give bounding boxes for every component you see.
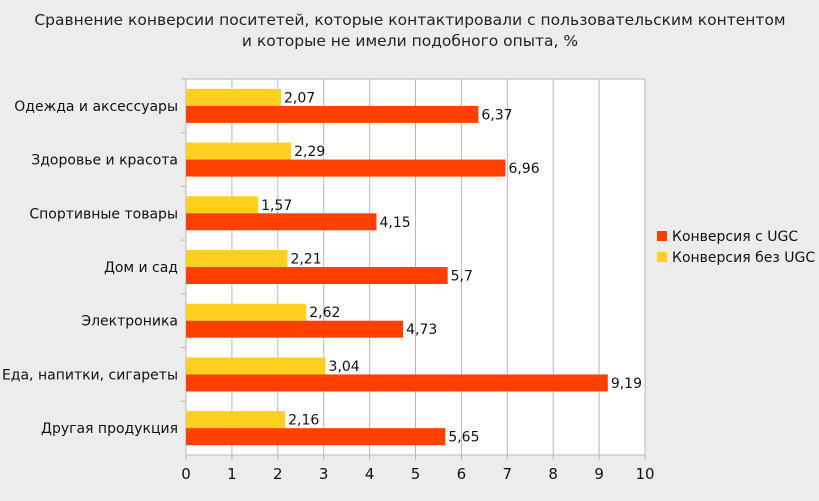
bar xyxy=(186,374,608,392)
data-label: 2,16 xyxy=(288,413,319,429)
x-tick-label: 8 xyxy=(548,465,558,483)
data-label: 4,73 xyxy=(406,322,437,338)
category-label: Здоровье и красота xyxy=(31,153,178,169)
bar xyxy=(186,357,326,375)
x-tick-label: 7 xyxy=(503,465,513,483)
data-label: 6,96 xyxy=(508,161,539,177)
x-tick-label: 3 xyxy=(319,465,329,483)
legend-swatch xyxy=(657,252,667,262)
x-tick-label: 10 xyxy=(635,465,654,483)
category-label: Спортивные товары xyxy=(29,206,178,222)
legend-swatch xyxy=(657,231,667,241)
bar xyxy=(186,196,259,214)
data-label: 2,21 xyxy=(290,252,321,268)
bars: 2,07 2,29 1,57 2,21 2,62 3,04 2,16 6,37 6,96 4,15… xyxy=(186,88,642,446)
bar xyxy=(186,320,404,338)
bar xyxy=(186,159,506,177)
data-label: 5,65 xyxy=(448,430,479,446)
data-label: 3,04 xyxy=(329,359,360,375)
category-labels: Одежда и аксессуары Здоровье и красота Спо… xyxy=(2,78,186,437)
data-label: 2,07 xyxy=(284,90,315,106)
legend: Конверсия с UGC Конверсия без UGC xyxy=(657,229,815,266)
bar xyxy=(186,411,286,429)
legend-label: Конверсия с UGC xyxy=(672,229,798,245)
chart-title-line-1: Сравнение конверсии поситетей, которые к… xyxy=(34,11,785,29)
bar xyxy=(186,88,282,106)
data-label: 1,57 xyxy=(261,198,292,214)
bar xyxy=(186,428,446,446)
data-label: 4,15 xyxy=(379,215,410,231)
category-label: Электроника xyxy=(81,314,178,330)
bar xyxy=(186,213,377,231)
bar xyxy=(186,250,288,267)
bar xyxy=(186,303,307,321)
bar xyxy=(186,142,292,160)
x-tick-label: 5 xyxy=(411,465,421,483)
chart-title-line-2: и которые не имели подобного опыта, % xyxy=(242,32,578,50)
data-label: 5,7 xyxy=(451,269,473,285)
data-label: 9,19 xyxy=(611,376,642,392)
data-label: 2,62 xyxy=(309,305,340,321)
data-label: 6,37 xyxy=(481,107,512,123)
category-label: Одежда и аксессуары xyxy=(14,99,178,115)
legend-label: Конверсия без UGC xyxy=(672,250,815,266)
data-label: 2,29 xyxy=(294,144,325,160)
x-tick-label: 4 xyxy=(365,465,375,483)
x-tick-label: 6 xyxy=(457,465,467,483)
x-axis-ticks: 0 1 2 3 4 5 6 7 8 9 10 xyxy=(181,465,654,483)
category-label: Еда, напитки, сигареты xyxy=(2,367,178,383)
x-tick-label: 9 xyxy=(594,465,604,483)
bar xyxy=(186,267,448,284)
category-label: Дом и сад xyxy=(104,260,178,276)
x-tick-label: 1 xyxy=(227,465,237,483)
x-tick-label: 0 xyxy=(181,465,191,483)
category-label: Другая продукция xyxy=(41,421,178,437)
bar xyxy=(186,105,479,123)
x-tick-label: 2 xyxy=(273,465,283,483)
